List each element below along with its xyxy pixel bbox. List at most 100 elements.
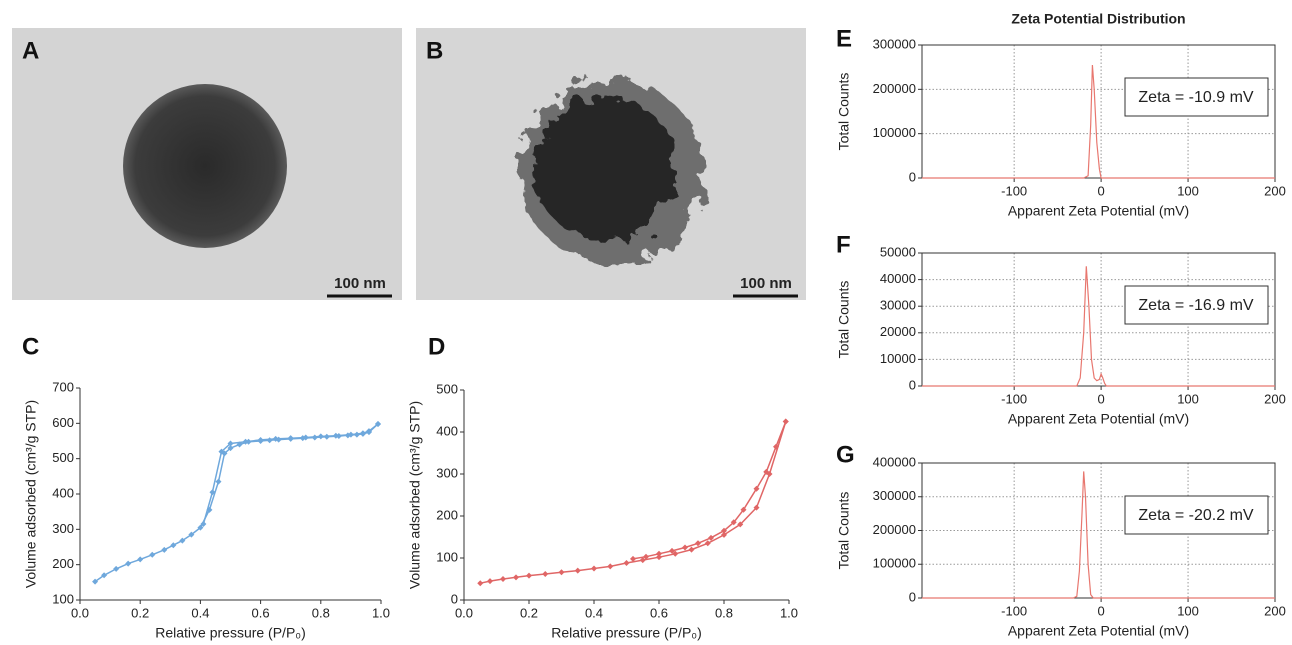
x-tick-label: 0.6 (650, 605, 668, 620)
data-point (730, 519, 737, 526)
y-tick-label: 200000 (873, 522, 916, 537)
chart: G 0 100000 200000 300000 400000 -100 0 100 200 App… (836, 441, 1286, 638)
data-point (92, 578, 99, 585)
data-point (591, 565, 597, 572)
data-point (209, 489, 216, 496)
data-point (773, 443, 779, 450)
data-point (179, 537, 186, 544)
data-point (332, 432, 339, 439)
data-point (688, 546, 695, 553)
data-point (302, 434, 309, 441)
x-tick-label: 0 (1097, 391, 1104, 406)
panel-label: G (836, 441, 855, 468)
y-tick-label: 0 (451, 591, 458, 606)
data-point (623, 560, 630, 567)
tem-image-b: B 100 nm (416, 28, 806, 300)
data-point (317, 433, 324, 440)
x-tick-label: 1.0 (372, 605, 390, 620)
data-point (200, 521, 207, 528)
data-point (708, 534, 714, 541)
data-point (753, 504, 760, 511)
x-tick-label: 0.2 (131, 605, 149, 620)
data-point (763, 468, 770, 475)
annotation-box (1124, 285, 1269, 325)
data-point (513, 574, 519, 581)
chart: F 0 10000 20000 30000 40000 50000 -100 0 100 200 Ap… (836, 231, 1286, 426)
x-axis-title: Apparent Zeta Potential (mV) (1008, 411, 1189, 427)
data-point (197, 524, 204, 531)
y-tick-label: 300000 (873, 36, 916, 51)
data-point (227, 445, 234, 452)
x-axis-title: Apparent Zeta Potential (mV) (1008, 623, 1189, 639)
y-tick-label: 300000 (873, 488, 916, 503)
data-point (477, 580, 484, 587)
y-tick-label: 10000 (880, 351, 916, 366)
data-point (574, 567, 581, 574)
data-point (272, 435, 279, 442)
y-tick-label: 500 (436, 381, 458, 396)
y-axis-title: Total Counts (836, 492, 852, 570)
x-tick-label: 100 (1177, 391, 1199, 406)
plot-frame (921, 252, 1276, 387)
panel-label: B (426, 37, 443, 64)
x-tick-label: 0.6 (252, 605, 270, 620)
series-line (922, 64, 1275, 179)
x-axis-title: Apparent Zeta Potential (mV) (1008, 203, 1189, 219)
data-point (365, 428, 372, 435)
data-point (347, 431, 354, 438)
data-point (630, 555, 636, 562)
chart: C 100 200 300 400 500 600 700 0.0 0.2 0.4 0.6 0.8 1.0… (22, 333, 390, 640)
x-tick-label: -100 (1001, 183, 1027, 198)
data-point (740, 506, 747, 513)
y-tick-label: 200 (52, 556, 74, 571)
data-point (782, 418, 789, 425)
data-point (125, 560, 132, 567)
data-point (215, 478, 222, 485)
x-tick-label: -100 (1001, 391, 1027, 406)
data-point (639, 557, 646, 564)
data-point (113, 565, 120, 572)
series-line (922, 266, 1275, 387)
y-tick-label: 100000 (873, 556, 916, 571)
annotation: Zeta = -10.9 mV (1138, 89, 1253, 106)
x-tick-label: 0.4 (191, 605, 209, 620)
y-tick-label: 400 (436, 423, 458, 438)
data-point (137, 556, 144, 563)
data-point (242, 438, 249, 445)
annotation-box (1124, 77, 1269, 117)
y-tick-label: 500 (52, 450, 74, 465)
series-line (922, 471, 1275, 599)
annotation: Zeta = -16.9 mV (1138, 297, 1253, 314)
y-tick-label: 100 (436, 549, 458, 564)
x-tick-label: 100 (1177, 603, 1199, 618)
y-axis-title: Volume adsorbed (cm³/g STP) (407, 401, 423, 589)
panel-label: A (22, 37, 39, 64)
x-tick-label: 0 (1097, 183, 1104, 198)
chart: D 0 100 200 300 400 500 0.0 0.2 0.4 0.6 0.8 1.0 Relat… (407, 333, 798, 640)
y-axis-title: Total Counts (836, 73, 852, 151)
x-axis-title: Relative pressure (P/P₀) (155, 625, 306, 641)
data-point (721, 531, 727, 538)
y-axis-title: Volume adsorbed (cm³/g STP) (23, 400, 39, 588)
y-tick-label: 200000 (873, 81, 916, 96)
data-point (170, 542, 177, 549)
chart: E Zeta Potential Distribution 0 100000 20000… (836, 11, 1286, 219)
data-point (682, 544, 688, 551)
annotation: Zeta = -20.2 mV (1138, 507, 1253, 524)
y-tick-label: 600 (52, 415, 74, 430)
data-point (218, 448, 225, 455)
x-tick-label: 0 (1097, 603, 1104, 618)
data-point (266, 437, 273, 444)
y-tick-label: 300 (436, 465, 458, 480)
data-point (374, 421, 381, 428)
x-tick-label: 200 (1264, 603, 1286, 618)
data-point (643, 553, 649, 560)
data-point (656, 550, 662, 557)
data-point (558, 569, 565, 576)
panel-label: C (22, 333, 39, 360)
plot-frame (921, 44, 1276, 179)
data-point (101, 572, 108, 579)
y-tick-label: 40000 (880, 271, 916, 286)
data-point (669, 547, 675, 554)
